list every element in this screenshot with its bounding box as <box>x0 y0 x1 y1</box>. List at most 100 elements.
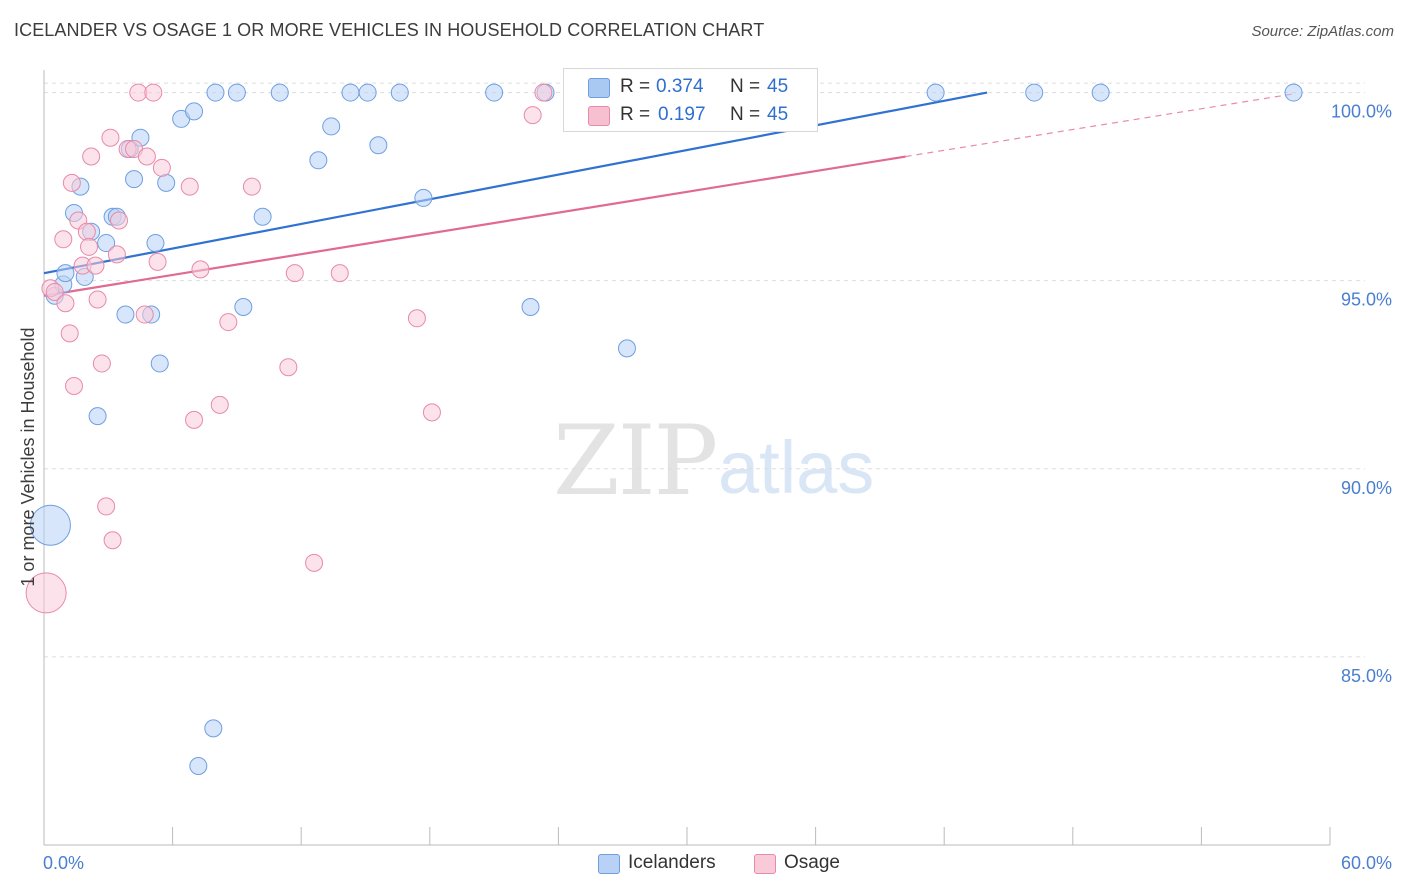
bottom-legend-label: Osage <box>784 852 840 873</box>
point-icelanders <box>189 756 208 775</box>
point-icelanders <box>185 102 204 121</box>
point-osage <box>25 572 67 614</box>
x-tick-label: 0.0% <box>43 853 84 873</box>
point-icelanders <box>157 173 176 192</box>
point-osage <box>534 83 553 102</box>
source-label: Source: ZipAtlas.com <box>1251 23 1394 40</box>
point-osage <box>92 354 111 373</box>
point-icelanders <box>234 298 253 317</box>
legend-swatch-icelanders <box>588 78 610 98</box>
point-icelanders <box>116 305 135 324</box>
y-tick-label: 100.0% <box>1331 102 1392 122</box>
legend-row-osage: R = 0.197 N = 45 <box>564 102 817 130</box>
legend-n-value: 45 <box>767 104 789 125</box>
point-icelanders <box>926 83 945 102</box>
y-tick-label: 95.0% <box>1341 290 1392 310</box>
point-osage <box>88 290 107 309</box>
point-icelanders <box>1025 83 1044 102</box>
legend-swatch-osage <box>588 106 610 126</box>
point-icelanders <box>206 83 225 102</box>
point-osage <box>242 177 261 196</box>
point-icelanders <box>358 83 377 102</box>
stats-legend: R = 0.374 N = 45 R = 0.197 N = 45 <box>563 68 818 132</box>
point-icelanders <box>97 234 116 253</box>
bottom-legend-label: Icelanders <box>628 852 716 873</box>
point-osage <box>422 403 441 422</box>
point-osage <box>185 410 204 429</box>
point-osage <box>137 147 156 166</box>
point-osage <box>107 245 126 264</box>
point-osage <box>80 237 99 256</box>
point-osage <box>129 83 148 102</box>
point-osage <box>330 264 349 283</box>
point-icelanders <box>125 170 144 189</box>
legend-n-label: N = <box>730 104 761 125</box>
point-osage <box>103 531 122 550</box>
legend-row-icelanders: R = 0.374 N = 45 <box>564 74 817 102</box>
y-axis-title: 1 or more Vehicles in Household <box>18 327 38 586</box>
point-osage <box>65 377 84 396</box>
point-icelanders <box>227 83 246 102</box>
point-osage <box>62 173 81 192</box>
legend-r-value: 0.374 <box>656 76 704 97</box>
point-icelanders <box>204 719 223 738</box>
point-icelanders <box>617 339 636 358</box>
point-icelanders <box>56 264 75 283</box>
point-osage <box>60 324 79 343</box>
data-points <box>25 83 1303 775</box>
watermark-zip: ZIP <box>553 405 718 517</box>
point-osage <box>523 106 542 125</box>
point-icelanders <box>150 354 169 373</box>
point-osage <box>110 211 129 230</box>
legend-r-value: 0.197 <box>658 104 706 125</box>
point-icelanders <box>369 136 388 155</box>
point-osage <box>191 260 210 279</box>
trend-line-osage <box>43 155 906 297</box>
bottom-legend-swatch-icelanders <box>598 854 620 874</box>
point-icelanders <box>390 83 409 102</box>
point-osage <box>285 264 304 283</box>
legend-r-label: R = <box>620 76 651 97</box>
point-osage <box>305 553 324 572</box>
gridlines <box>44 82 1365 658</box>
point-icelanders <box>1284 83 1303 102</box>
point-osage <box>97 497 116 516</box>
point-icelanders <box>309 151 328 170</box>
y-tick-label: 85.0% <box>1341 666 1392 686</box>
point-osage <box>86 256 105 275</box>
point-osage <box>279 358 298 377</box>
point-osage <box>56 294 75 313</box>
point-icelanders <box>322 117 341 136</box>
point-icelanders <box>485 83 504 102</box>
point-icelanders <box>414 188 433 207</box>
x-tick-label: 60.0% <box>1341 853 1392 873</box>
point-icelanders <box>1091 83 1110 102</box>
point-osage <box>219 313 238 332</box>
point-icelanders <box>253 207 272 226</box>
point-icelanders <box>146 234 165 253</box>
legend-n-value: 45 <box>767 76 789 97</box>
point-icelanders <box>88 407 107 426</box>
point-osage <box>407 309 426 328</box>
point-icelanders <box>341 83 360 102</box>
point-osage <box>135 305 154 324</box>
trend-extension-osage <box>905 93 1294 158</box>
point-osage <box>180 177 199 196</box>
legend-n-label: N = <box>730 76 761 97</box>
chart-title: ICELANDER VS OSAGE 1 OR MORE VEHICLES IN… <box>14 20 765 40</box>
point-osage <box>54 230 73 249</box>
point-osage <box>45 282 64 301</box>
y-tick-label: 90.0% <box>1341 478 1392 498</box>
point-osage <box>210 395 229 414</box>
axis-labels: 85.0% 90.0% 95.0% 100.0% 0.0% 60.0% 1 or more … <box>18 102 1392 873</box>
point-osage <box>152 158 171 177</box>
point-icelanders <box>521 298 540 317</box>
point-osage <box>77 222 96 241</box>
point-osage <box>101 128 120 147</box>
trend-line-icelanders <box>43 91 988 275</box>
trend-lines <box>43 91 1294 297</box>
point-osage <box>82 147 101 166</box>
legend-r-label: R = <box>620 104 651 125</box>
point-osage <box>148 252 167 271</box>
